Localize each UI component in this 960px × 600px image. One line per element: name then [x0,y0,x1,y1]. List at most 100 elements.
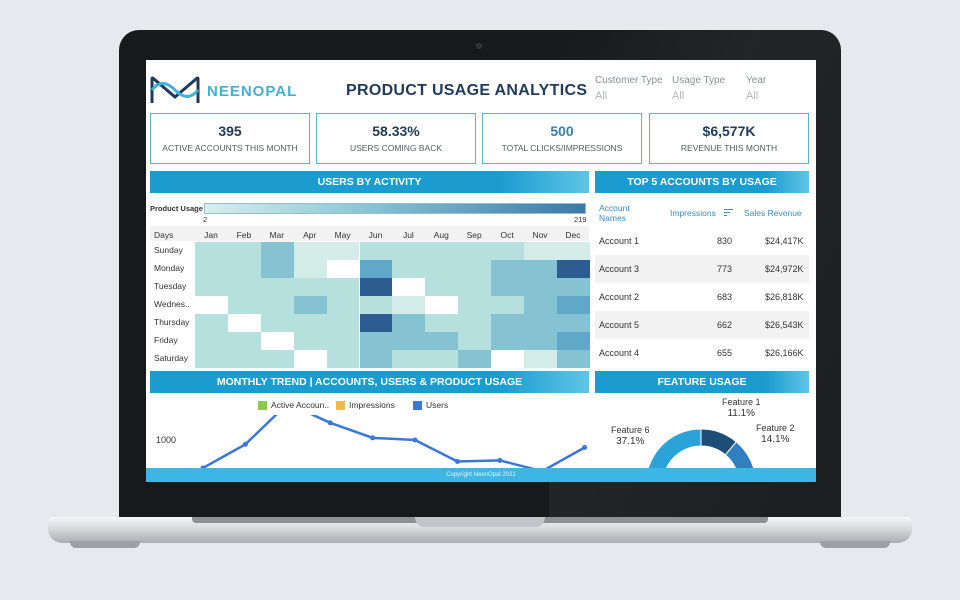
heatmap-cell[interactable] [195,332,228,350]
heatmap-cell[interactable] [359,260,393,278]
heatmap-cell[interactable] [556,242,590,260]
heatmap-cell[interactable] [260,332,294,350]
heatmap-cell[interactable] [524,278,557,296]
heatmap-cell[interactable] [425,260,459,278]
heatmap-cell[interactable] [227,242,261,260]
table-row[interactable]: Account 4 655 $26,166K [595,339,809,367]
heatmap-cell[interactable] [293,350,327,368]
users-data-point[interactable] [582,445,588,451]
heatmap-cell[interactable] [260,242,294,260]
heatmap-cell[interactable] [326,242,360,260]
heatmap-cell[interactable] [556,260,590,278]
heatmap-cell[interactable] [293,314,327,332]
heatmap-cell[interactable] [556,296,590,314]
col-impressions[interactable]: Impressions [670,208,716,218]
heatmap-cell[interactable] [359,242,393,260]
filter-value[interactable]: All [672,90,685,102]
heatmap-cell[interactable] [458,314,492,332]
heatmap-cell[interactable] [359,296,393,314]
heatmap-cell[interactable] [260,296,294,314]
heatmap-cell[interactable] [293,278,327,296]
legend-users[interactable]: Users [413,400,448,411]
filter-customer-type[interactable]: Customer Type All [595,75,663,102]
heatmap-cell[interactable] [326,314,360,332]
heatmap-cell[interactable] [195,242,228,260]
heatmap-cell[interactable] [326,260,360,278]
heatmap-cell[interactable] [425,332,459,350]
table-row[interactable]: Account 2 683 $26,818K [595,283,809,311]
table-row[interactable]: Account 3 773 $24,972K [595,255,809,283]
heatmap-cell[interactable] [326,350,360,368]
filter-value[interactable]: All [595,90,608,102]
heatmap-cell[interactable] [524,350,557,368]
users-data-point[interactable] [454,459,460,464]
heatmap-cell[interactable] [326,296,360,314]
users-data-point[interactable] [412,437,418,443]
filter-usage-type[interactable]: Usage Type All [672,75,725,102]
heatmap-cell[interactable] [556,350,590,368]
heatmap-cell[interactable] [392,350,426,368]
heatmap-cell[interactable] [425,278,459,296]
heatmap-cell[interactable] [326,332,360,350]
heatmap-cell[interactable] [293,296,327,314]
heatmap-cell[interactable] [260,350,294,368]
heatmap-cell[interactable] [491,260,524,278]
heatmap-cell[interactable] [392,278,426,296]
users-data-point[interactable] [370,435,376,441]
heatmap-cell[interactable] [491,332,524,350]
col-account-names-line1[interactable]: Account [599,203,630,213]
heatmap-cell[interactable] [524,260,557,278]
heatmap-cell[interactable] [491,296,524,314]
users-data-point[interactable] [242,441,248,447]
heatmap-cell[interactable] [392,314,426,332]
heatmap-cell[interactable] [293,260,327,278]
heatmap-cell[interactable] [524,296,557,314]
heatmap-cell[interactable] [524,332,557,350]
legend-impressions[interactable]: Impressions [336,400,395,411]
heatmap-cell[interactable] [392,260,426,278]
heatmap-cell[interactable] [458,332,492,350]
users-data-point[interactable] [327,420,333,426]
heatmap-cell[interactable] [458,350,492,368]
heatmap-cell[interactable] [195,260,228,278]
heatmap-cell[interactable] [227,332,261,350]
heatmap-cell[interactable] [227,296,261,314]
sort-icon[interactable] [724,208,734,216]
heatmap-cell[interactable] [491,350,524,368]
heatmap-cell[interactable] [359,332,393,350]
heatmap-cell[interactable] [556,332,590,350]
heatmap-cell[interactable] [227,278,261,296]
heatmap-cell[interactable] [260,278,294,296]
heatmap-cell[interactable] [458,242,492,260]
heatmap-cell[interactable] [392,332,426,350]
heatmap-cell[interactable] [392,242,426,260]
heatmap-cell[interactable] [458,296,492,314]
heatmap-cell[interactable] [195,314,228,332]
heatmap-cell[interactable] [425,350,459,368]
heatmap-cell[interactable] [359,350,393,368]
heatmap-cell[interactable] [392,296,426,314]
filter-year[interactable]: Year All [746,75,766,102]
heatmap-cell[interactable] [195,296,228,314]
heatmap-cell[interactable] [195,278,228,296]
col-sales-revenue[interactable]: Sales Revenue [744,208,802,218]
heatmap-cell[interactable] [293,332,327,350]
filter-value[interactable]: All [746,90,759,102]
table-row[interactable]: Account 5 662 $26,543K [595,311,809,339]
heatmap-cell[interactable] [359,314,393,332]
heatmap-cell[interactable] [227,314,261,332]
heatmap-cell[interactable] [458,278,492,296]
heatmap-cell[interactable] [458,260,492,278]
heatmap-cell[interactable] [556,314,590,332]
heatmap-cell[interactable] [556,278,590,296]
heatmap-cell[interactable] [524,242,557,260]
heatmap-cell[interactable] [326,278,360,296]
heatmap-cell[interactable] [491,278,524,296]
heatmap-cell[interactable] [227,350,261,368]
heatmap-cell[interactable] [491,314,524,332]
heatmap-cell[interactable] [425,296,459,314]
heatmap-cell[interactable] [524,314,557,332]
heatmap-cell[interactable] [293,242,327,260]
heatmap-cell[interactable] [260,314,294,332]
heatmap-cell[interactable] [195,350,228,368]
